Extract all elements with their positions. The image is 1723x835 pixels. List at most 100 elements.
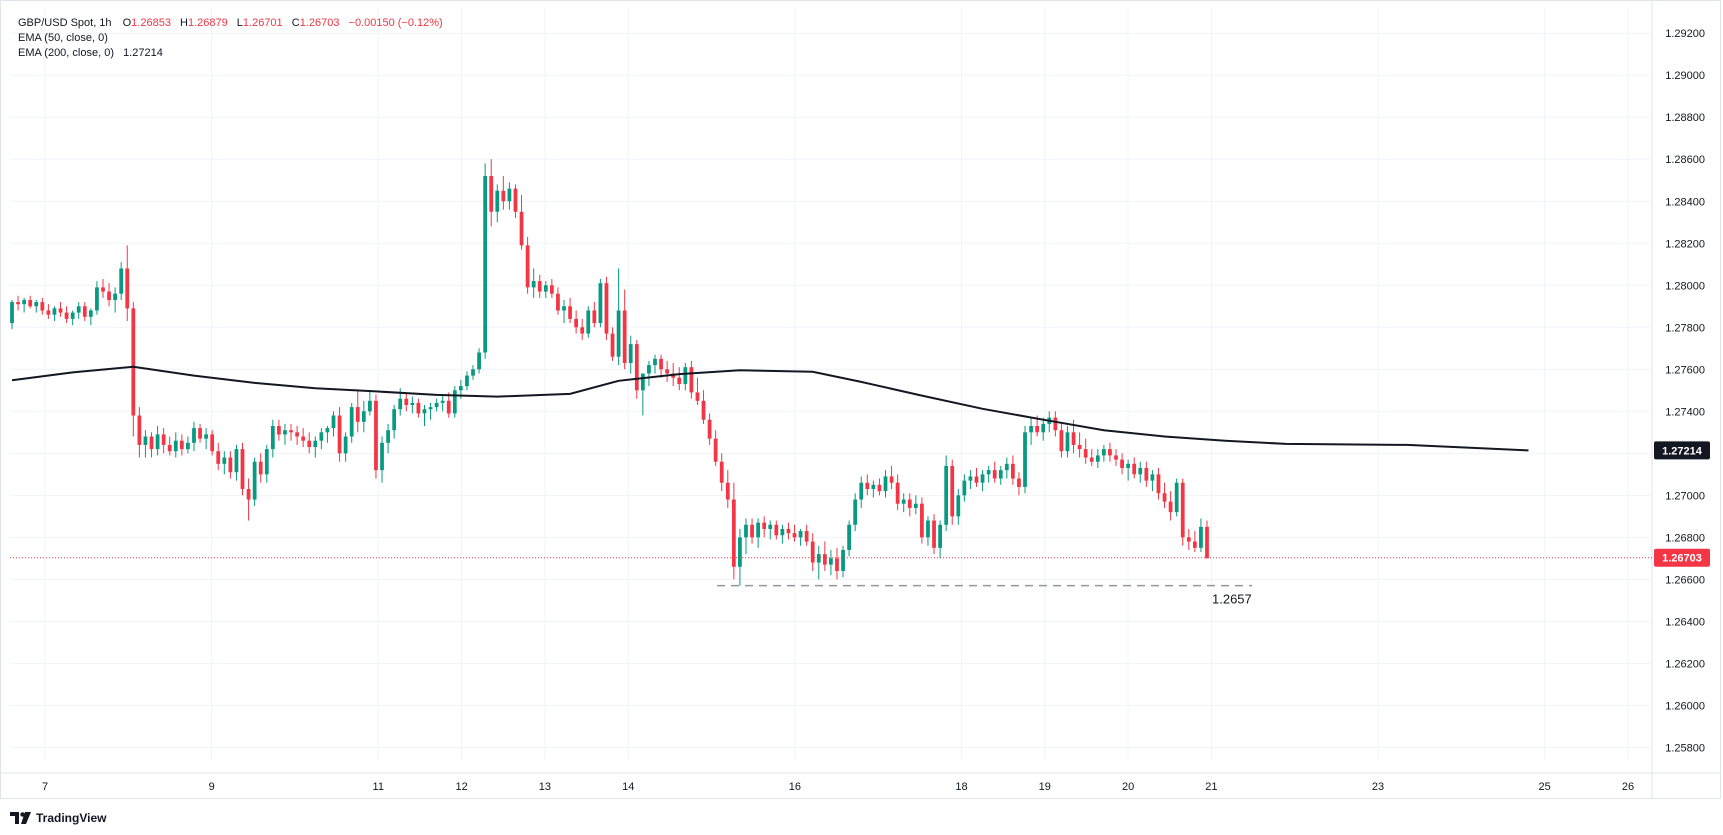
candle-body-down [974, 476, 979, 483]
x-tick-label: 16 [789, 781, 801, 793]
candle-body-up [1065, 432, 1070, 452]
y-tick-label: 1.25800 [1665, 742, 1705, 754]
candle-body-down [774, 524, 779, 536]
y-tick-label: 1.26600 [1665, 574, 1705, 586]
candle-body-up [962, 480, 967, 496]
chart-frame [0, 0, 1721, 799]
y-tick-label: 1.27600 [1665, 364, 1705, 376]
candle-body-up [847, 524, 851, 550]
candle-body-down [1071, 432, 1076, 445]
candle-body-up [944, 465, 949, 525]
candle-body-down [125, 268, 130, 309]
candle-body-up [531, 281, 536, 288]
candle-body-up [76, 306, 81, 313]
candle-body-up [459, 386, 463, 391]
tradingview-logo-icon [10, 812, 31, 824]
candle-body-down [713, 438, 718, 462]
candle-body-down [1083, 449, 1088, 458]
candle-body-up [598, 283, 603, 324]
y-tick-label: 1.28400 [1665, 196, 1705, 208]
y-tick-label: 1.28000 [1665, 280, 1705, 292]
candle-body-up [70, 312, 75, 319]
candle-body-up [22, 299, 27, 305]
candle-body-up [95, 287, 99, 311]
candle-body-down [107, 291, 111, 300]
candle-body-up [204, 434, 208, 439]
candle-body-down [634, 344, 639, 391]
candle-body-up [88, 310, 93, 317]
candle-body-down [210, 434, 215, 452]
candle-body-up [143, 436, 148, 445]
candle-body-up [507, 188, 512, 202]
candle-body-up [1041, 423, 1046, 433]
candle-body-down [446, 400, 451, 414]
y-tick-label: 1.27800 [1665, 322, 1705, 334]
candle-body-down [40, 302, 45, 311]
candle-body-up [913, 503, 918, 508]
candle-body-up [780, 528, 785, 536]
candle-body-down [932, 520, 936, 548]
y-tick-label: 1.26200 [1665, 658, 1705, 670]
candle-body-up [768, 524, 773, 529]
candle-body-down [907, 499, 912, 508]
candle-body-down [295, 432, 299, 437]
candle-body-up [859, 482, 864, 500]
candle-body-down [489, 176, 494, 212]
candle-body-up [1101, 449, 1106, 456]
candle-body-down [198, 428, 202, 439]
y-tick-label: 1.29000 [1665, 70, 1705, 82]
y-tick-label: 1.26000 [1665, 700, 1705, 712]
x-tick-label: 23 [1372, 781, 1384, 793]
candle-body-up [738, 537, 742, 567]
candle-body-down [725, 482, 730, 500]
candle-body-up [428, 407, 433, 410]
candle-body-down [1186, 537, 1191, 542]
candle-body-down [1059, 430, 1064, 452]
candle-body-down [895, 482, 900, 504]
x-tick-label: 26 [1622, 781, 1634, 793]
ema50-row[interactable]: EMA (50, close, 0) [18, 31, 443, 46]
candle-body-down [568, 306, 572, 319]
candle-body-up [640, 373, 645, 391]
candle-body-down [689, 367, 694, 393]
candle-body-up [10, 302, 14, 324]
candle-body-up [319, 432, 324, 441]
open-value: 1.26853 [131, 17, 171, 29]
candle-body-down [501, 190, 506, 202]
candle-body-up [901, 499, 906, 504]
tradingview-brand[interactable]: TradingView [10, 811, 106, 825]
candle-body-up [986, 470, 991, 475]
candle-body-up [410, 402, 415, 406]
candle-body-down [1132, 463, 1137, 475]
candle-body-up [683, 367, 688, 384]
x-tick-label: 11 [373, 781, 384, 793]
candle-body-up [1023, 432, 1027, 487]
candle-body-up [853, 499, 858, 525]
candle-body-down [258, 461, 263, 475]
candle-body-up [252, 461, 257, 500]
candle-body-down [1089, 457, 1094, 462]
candle-body-down [355, 407, 360, 422]
candle-body-up [264, 449, 269, 475]
candle-body-down [1144, 468, 1149, 481]
candle-body-up [956, 495, 961, 517]
candle-body-down [695, 392, 700, 401]
candle-body-down [762, 522, 767, 529]
candle-body-down [277, 426, 281, 435]
candle-body-down [416, 402, 421, 414]
candle-body-down [161, 434, 166, 445]
tradingview-label: TradingView [36, 811, 107, 825]
ema200-row[interactable]: EMA (200, close, 0) 1.27214 [18, 46, 443, 61]
candle-body-down [592, 310, 597, 324]
candle-body-up [113, 293, 118, 300]
candle-body-up [386, 430, 390, 443]
x-tick-label: 19 [1039, 781, 1051, 793]
candle-body-up [1126, 463, 1131, 469]
candle-body-down [404, 398, 409, 406]
candle-body-up [477, 352, 481, 370]
candle-body-down [786, 528, 791, 534]
candle-body-down [877, 484, 882, 492]
candle-body-down [525, 245, 530, 288]
candle-body-up [968, 476, 973, 481]
